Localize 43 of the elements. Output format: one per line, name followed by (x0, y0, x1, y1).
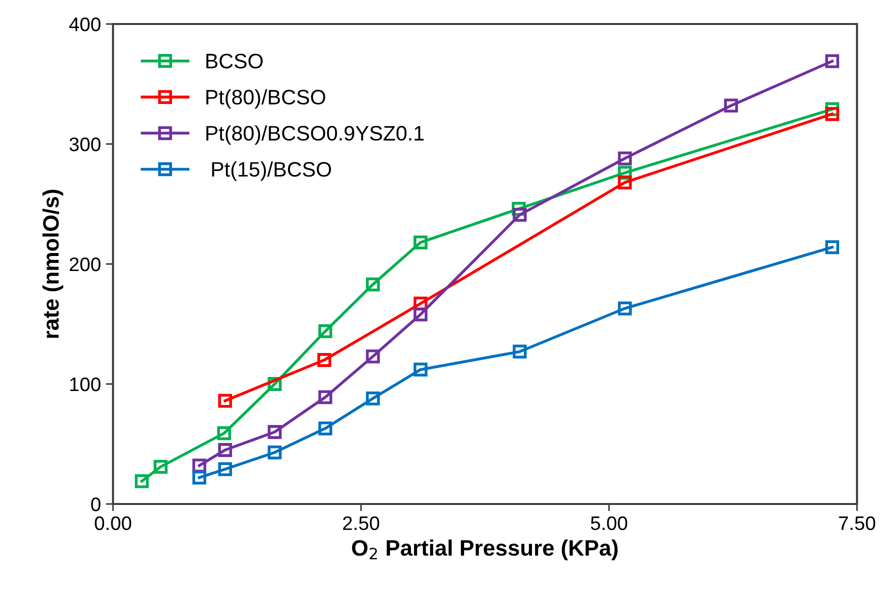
point (317, 353, 332, 367)
point (218, 462, 232, 476)
legend-label: Pt(15)/BCSO (212, 161, 332, 181)
y-tick-label: 300 (69, 137, 100, 152)
y-tick-label: 200 (70, 257, 100, 272)
point (218, 394, 232, 408)
point (217, 426, 232, 440)
point (618, 301, 632, 316)
point (825, 107, 840, 121)
x-tick-label: 2.50 (343, 516, 380, 530)
x-tick-label: 0.00 (94, 516, 132, 530)
point (414, 235, 428, 250)
point (318, 390, 332, 404)
y-tick-label: 100 (70, 377, 100, 392)
point (414, 362, 428, 377)
point (825, 54, 840, 68)
y-axis-title: rate (nmolO/s) (42, 190, 64, 338)
legend-label: Pt(80)/BCSO (206, 89, 326, 109)
point (618, 151, 632, 166)
point (512, 344, 527, 359)
point (366, 277, 380, 292)
legend-label: Pt(80)/BCSO0.9YSZ0.1 (206, 125, 424, 145)
point (366, 349, 380, 364)
point (154, 460, 168, 474)
point (192, 470, 206, 485)
point (618, 175, 632, 190)
x-tick-label: 7.50 (839, 516, 876, 530)
point (318, 421, 332, 436)
point (724, 98, 738, 113)
point (134, 474, 149, 488)
point (366, 391, 380, 406)
point (268, 425, 282, 439)
legend-label: BCSO (206, 54, 263, 68)
point (268, 445, 282, 460)
point (512, 208, 527, 222)
point (218, 443, 232, 457)
x-axis-title: O$_{2}$ Partial Pressure (KPa) (352, 539, 618, 560)
point (825, 240, 840, 254)
y-tick-label: 0 (91, 497, 100, 512)
point (414, 307, 428, 322)
y-tick-label: 400 (69, 17, 100, 32)
x-tick-label: 5.00 (590, 516, 628, 530)
point (318, 324, 332, 338)
